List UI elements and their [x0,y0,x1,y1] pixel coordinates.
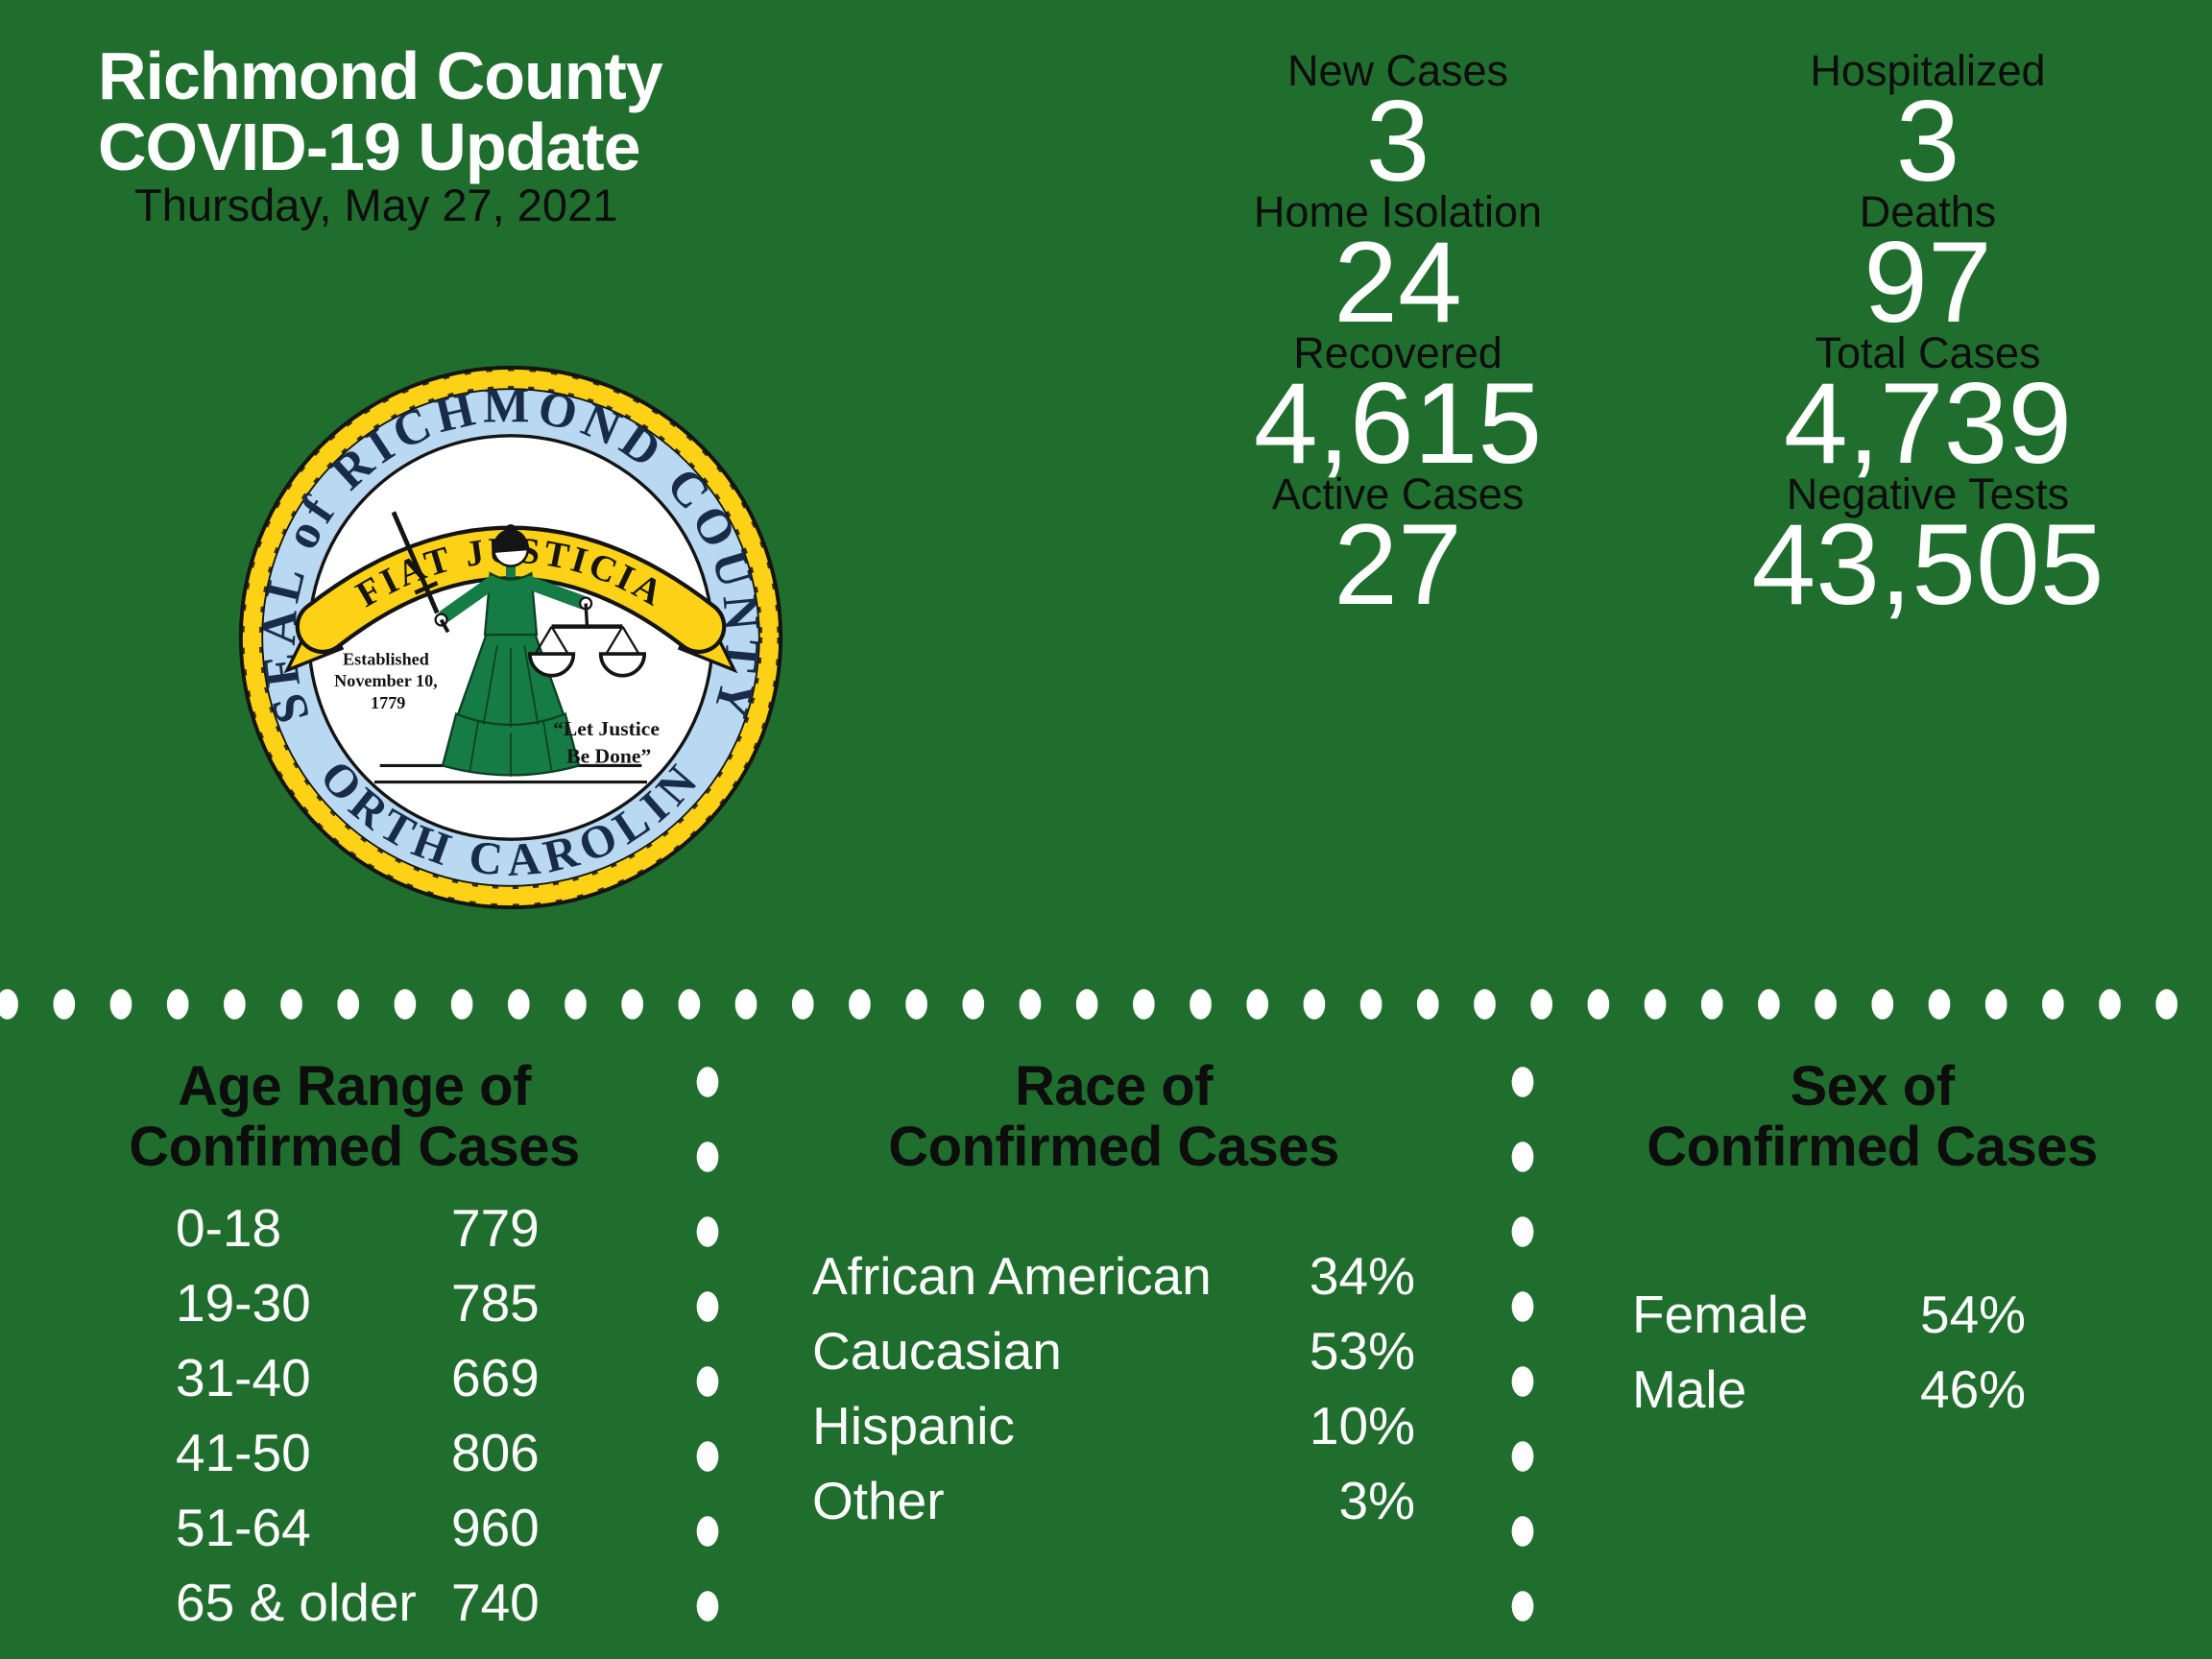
seal-established-text: Established November 10, 1779 [334,649,442,711]
age-value: 779 [451,1198,540,1258]
county-seal-graphic: SEAL of RICHMOND COUNTY NORTH CAROLINA F… [238,365,783,910]
lady-justice-figure [391,511,647,777]
stat-label: Home Isolation [1253,187,1543,236]
sex-section-title: Sex of Confirmed Cases [1555,1056,2189,1177]
stat-value: 97 [1863,218,1992,347]
race-label: Hispanic [812,1396,1015,1455]
age-rows: 0-18 779 19-30 785 31-40 669 41-50 806 5… [84,1190,624,1640]
age-value: 785 [451,1273,540,1333]
scales-of-justice [528,603,647,678]
sex-title-line1: Sex of [1790,1055,1955,1118]
table-row: African American 34% [737,1238,1490,1313]
vertical-dotted-divider-right [1505,1045,1540,1659]
page-title: Richmond County COVID-19 Update [98,38,663,184]
page-title-line2: COVID-19 Update [98,109,641,184]
richmond-county-seal: SEAL of RICHMOND COUNTY NORTH CAROLINA F… [238,365,783,910]
race-label: African American [812,1246,1212,1306]
race-value: 34% [1309,1246,1415,1306]
stat-label: Deaths [1859,187,1997,236]
sex-title-line2: Confirmed Cases [1647,1116,2098,1178]
sword [391,511,450,634]
stat-home-isolation: Home Isolation 24 [1133,187,1663,347]
age-value: 806 [451,1423,540,1482]
table-row: Hispanic 10% [737,1388,1490,1463]
age-value: 960 [451,1498,540,1557]
race-label: Caucasian [812,1321,1062,1381]
race-value: 3% [1338,1471,1416,1530]
age-title-line2: Confirmed Cases [129,1116,580,1178]
stat-label: Active Cases [1271,469,1525,518]
vertical-dotted-divider-left [690,1045,725,1659]
page-title-line1: Richmond County [98,38,663,113]
sex-rows: Female 54% Male 46% [1555,1277,2189,1427]
table-row: 51-64 960 [84,1490,624,1565]
race-label: Other [812,1471,945,1530]
sex-value: 54% [1920,1285,2027,1344]
table-row: Other 3% [737,1463,1490,1538]
stat-label: New Cases [1286,46,1509,95]
stat-value: 24 [1334,218,1462,347]
race-rows: African American 34% Caucasian 53% Hispa… [737,1238,1490,1538]
age-label: 19-30 [176,1273,311,1333]
stat-label: Hospitalized [1810,46,2046,95]
table-row: Male 46% [1555,1352,2189,1427]
table-row: 41-50 806 [84,1415,624,1490]
table-row: 31-40 669 [84,1340,624,1415]
race-title-line1: Race of [1014,1055,1214,1118]
report-date: Thursday, May 27, 2021 [134,180,618,230]
stat-deaths: Deaths 97 [1663,187,2193,347]
stat-value: 27 [1334,500,1462,629]
stat-active-cases: Active Cases 27 [1133,469,1663,629]
age-value: 740 [451,1573,540,1632]
age-title-line1: Age Range of [178,1055,531,1118]
seal-motto-text: “Let Justice Be Done” [553,717,664,767]
stat-recovered: Recovered 4,615 [1133,328,1663,488]
stats-grid: New Cases 3 Hospitalized 3 Home Isolatio… [1133,46,2193,629]
race-section: Race of Confirmed Cases African American… [737,1045,1490,1538]
age-label: 31-40 [176,1348,311,1407]
age-label: 0-18 [176,1198,282,1258]
stat-hospitalized: Hospitalized 3 [1663,46,2193,205]
race-value: 10% [1309,1396,1415,1455]
age-label: 51-64 [176,1498,311,1557]
stat-negative-tests: Negative Tests 43,505 [1663,469,2193,629]
stat-label: Recovered [1293,328,1503,377]
stat-label: Total Cases [1815,328,2041,377]
stat-value: 3 [1895,77,1960,205]
sex-value: 46% [1920,1359,2027,1419]
table-row: 65 & older 740 [84,1565,624,1640]
table-row: 19-30 785 [84,1265,624,1340]
age-value: 669 [451,1348,540,1407]
stat-value: 3 [1365,77,1431,205]
race-title-line2: Confirmed Cases [888,1116,1339,1178]
stat-value: 4,615 [1253,359,1543,488]
stat-total-cases: Total Cases 4,739 [1663,328,2193,488]
sex-section: Sex of Confirmed Cases Female 54% Male 4… [1555,1045,2189,1427]
age-label: 41-50 [176,1423,311,1482]
race-section-title: Race of Confirmed Cases [737,1056,1490,1177]
stat-new-cases: New Cases 3 [1133,46,1663,205]
age-label: 65 & older [176,1573,417,1632]
stat-value: 4,739 [1783,359,2073,488]
race-value: 53% [1309,1321,1415,1381]
sex-label: Female [1632,1285,1809,1344]
horizontal-dotted-divider [0,987,2212,1022]
table-row: Caucasian 53% [737,1313,1490,1388]
stat-label: Negative Tests [1786,469,2070,518]
age-section-title: Age Range of Confirmed Cases [84,1056,624,1177]
age-range-section: Age Range of Confirmed Cases 0-18 779 19… [84,1045,624,1640]
table-row: 0-18 779 [84,1190,624,1265]
sex-label: Male [1632,1359,1747,1419]
stat-value: 43,505 [1751,500,2104,629]
table-row: Female 54% [1555,1277,2189,1352]
